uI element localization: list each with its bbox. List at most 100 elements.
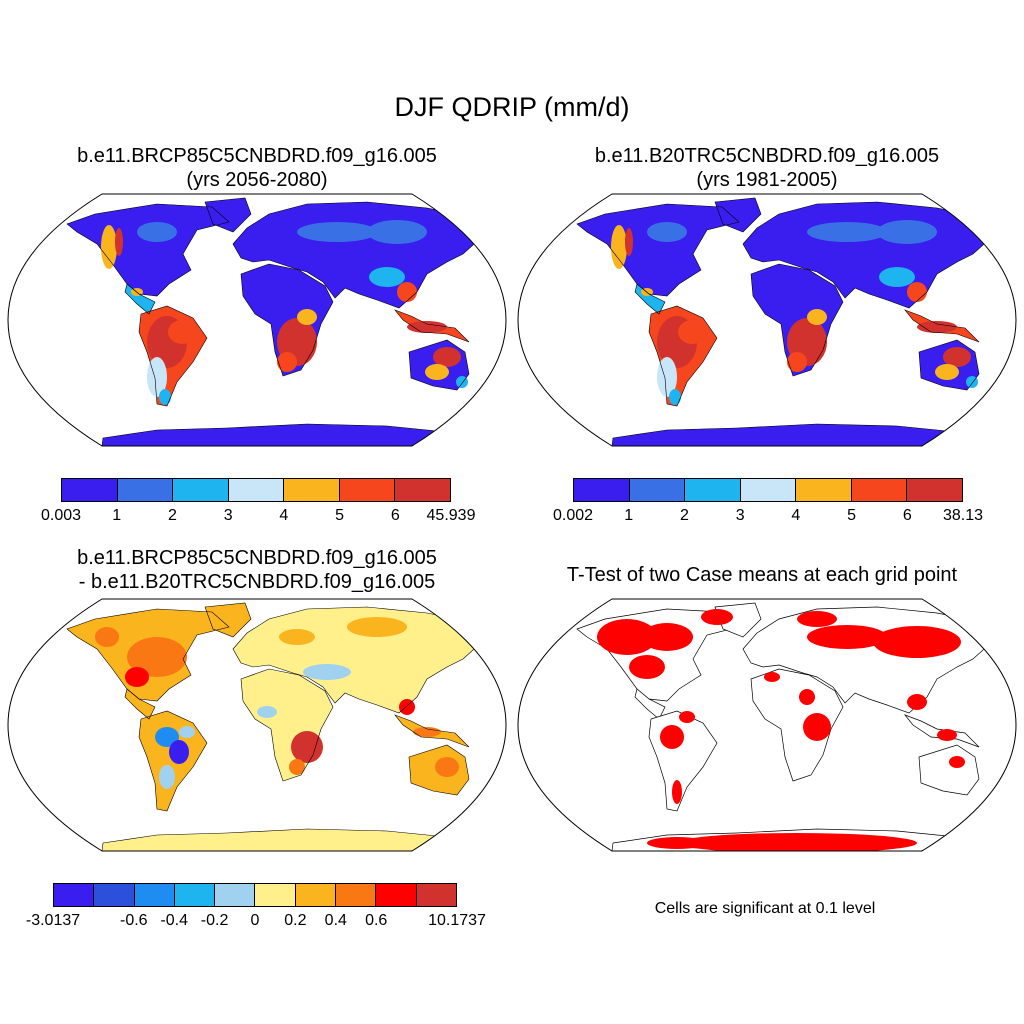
value-patch (137, 222, 177, 242)
value-patch (611, 225, 627, 269)
coastline (232, 606, 484, 714)
land-layer (576, 197, 994, 446)
value-patch (917, 321, 957, 333)
colorbar-box (740, 479, 797, 501)
panel2-title: b.e11.B20TRC5CNBDRD.f09_g16.005 (yrs 198… (532, 144, 1002, 192)
colorbar-panel2 (573, 478, 963, 502)
value-patch (764, 672, 780, 682)
coastline (634, 283, 666, 315)
panel3-title-line1: b.e11.BRCP85C5CNBDRD.f09_g16.005 (77, 547, 437, 569)
value-patch (179, 726, 195, 738)
value-patch (907, 282, 927, 302)
value-patch (159, 765, 175, 789)
value-patch (625, 228, 633, 256)
panel2-title-line1: b.e11.B20TRC5CNBDRD.f09_g16.005 (594, 145, 940, 167)
value-patch (413, 727, 441, 737)
value-patch (701, 609, 733, 625)
land-layer (66, 602, 484, 851)
value-patch (297, 222, 377, 242)
colorbar-tick-label: 5 (335, 507, 345, 524)
value-patch (125, 667, 149, 687)
value-patch (289, 759, 305, 775)
colorbar-box (907, 479, 963, 501)
coastline (138, 305, 208, 407)
colorbar-box (336, 884, 377, 906)
value-patch (101, 225, 117, 269)
value-patch (879, 267, 915, 287)
continent-af (750, 668, 844, 782)
value-patch (115, 228, 123, 256)
coastline (240, 263, 334, 377)
coastline (204, 602, 252, 638)
colorbar-box (173, 479, 229, 501)
value-patch (367, 220, 427, 244)
value-patch (369, 267, 405, 287)
value-patch (672, 780, 682, 804)
value-patch (641, 623, 693, 651)
value-patch (807, 625, 887, 649)
map-outline (517, 193, 1017, 447)
colorbar-box (796, 479, 852, 501)
coastline (240, 668, 334, 782)
coastline (904, 309, 980, 343)
colorbar-tick-label: 38.13 (942, 507, 984, 524)
panel4-title: T-Test of two Case means at each grid po… (512, 563, 1012, 587)
colorbar-box (134, 884, 175, 906)
map-panel1 (7, 193, 507, 447)
value-patch (679, 711, 695, 723)
colorbar-box (574, 479, 630, 501)
continent-na (67, 204, 229, 296)
value-patch (257, 706, 277, 718)
continent-an (102, 829, 447, 851)
colorbar-tick-label: -0.2 (200, 912, 229, 929)
coastline (408, 339, 470, 391)
colorbar-tick-label: 45.939 (426, 507, 476, 524)
value-patch (937, 729, 957, 741)
value-patch (291, 731, 323, 763)
colorbar-tick-label: 10.1737 (428, 912, 486, 929)
colorbar-tick-label: 6 (390, 507, 400, 524)
continent-gr (205, 198, 251, 232)
map-outline (517, 598, 1017, 852)
panel4-title-line1: T-Test of two Case means at each grid po… (566, 564, 958, 586)
colorbar-panel3 (53, 883, 457, 907)
value-patch (277, 352, 297, 372)
colorbar-box (174, 884, 216, 906)
panel2-title-line2: (yrs 1981-2005) (696, 169, 838, 191)
colorbar-tick-label: 0.4 (324, 912, 347, 929)
value-patch (877, 220, 937, 244)
continent-au (918, 744, 980, 796)
value-patch (397, 282, 417, 302)
colorbar-box (284, 479, 340, 501)
colorbar-box (215, 884, 256, 906)
colorbar-panel3-labels: -3.0137 -0.6 -0.4 -0.2 0 0.2 0.4 0.6 10.1737 (26, 912, 486, 932)
panel3-title: b.e11.BRCP85C5CNBDRD.f09_g16.005 - b.e11… (22, 546, 492, 594)
colorbar-tick-label: 3 (223, 507, 233, 524)
colorbar-box (339, 479, 396, 501)
continent-an (102, 424, 447, 446)
figure-title: DJF QDRIP (mm/d) (394, 92, 630, 122)
value-patch (95, 627, 119, 647)
significance-note: Cells are significant at 0.1 level (654, 900, 876, 917)
coastline (611, 423, 958, 446)
colorbar-box (395, 479, 451, 501)
coastline (232, 201, 484, 309)
value-patch (787, 352, 807, 372)
value-patch (803, 713, 831, 741)
colorbar-tick-label: 2 (167, 507, 177, 524)
value-patch (127, 637, 187, 677)
colorbar-tick-label: 1 (624, 507, 634, 524)
colorbar-box (54, 884, 95, 906)
colorbar-tick-label: -0.6 (120, 912, 148, 929)
value-patch (147, 357, 167, 397)
coastline (66, 203, 230, 297)
panel1-title-line2: (yrs 2056-2080) (186, 169, 328, 191)
colorbar-tick-label: 0.6 (365, 912, 388, 929)
value-patch (935, 364, 959, 380)
value-patch (279, 629, 315, 645)
coastline (750, 263, 844, 377)
continent-na (577, 204, 739, 296)
value-patch (169, 740, 189, 764)
value-patch (435, 757, 459, 777)
colorbar-tick-label: 1 (112, 507, 122, 524)
